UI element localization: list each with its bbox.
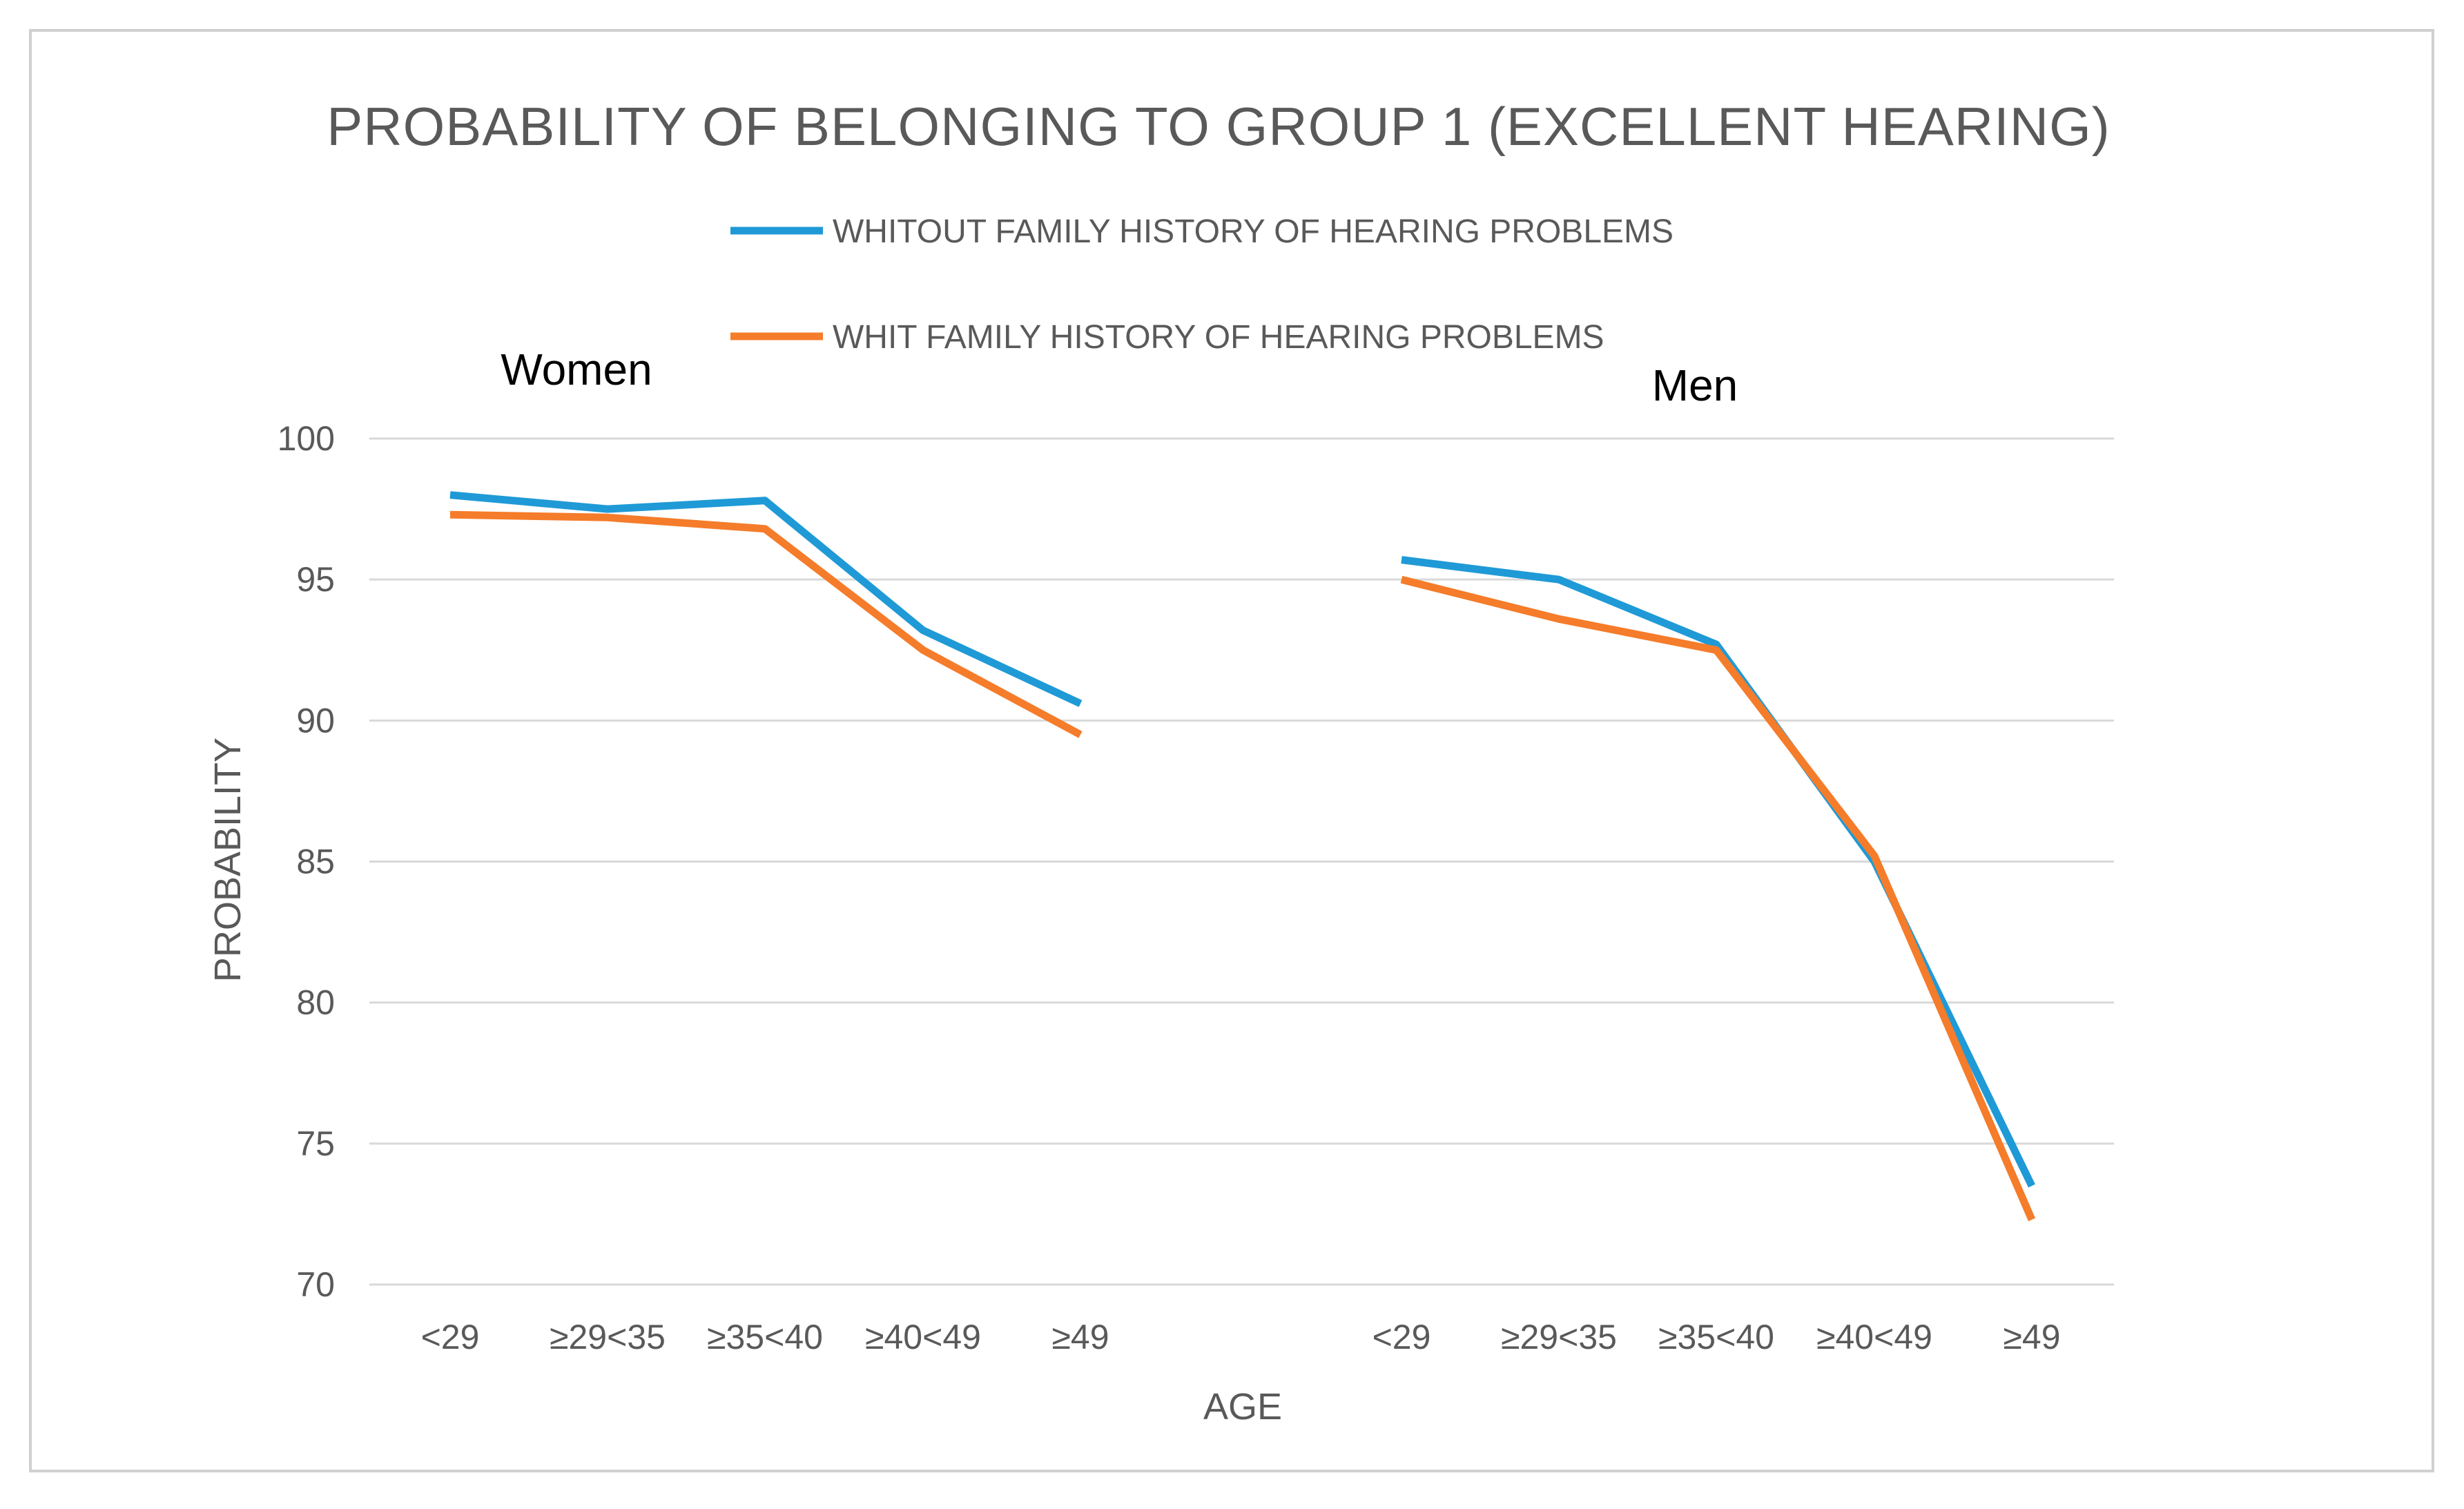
series-line-women-without-history: [449, 491, 1083, 707]
x-tick-label: ≥40<49: [1816, 1318, 1932, 1356]
x-tick-label: ≥49: [1051, 1318, 1109, 1356]
x-axis-ticks: <29 ≥29<35 ≥35<40 ≥40<49 ≥49 <29 ≥29<35 ≥35<40 ≥…: [421, 1318, 2061, 1356]
x-tick-label: <29: [421, 1318, 480, 1356]
chart-frame: [29, 29, 2434, 1472]
y-axis-ticks: 100 95 90 85 80 75 70: [278, 419, 335, 1304]
y-tick-label: 95: [296, 560, 335, 599]
y-tick-label: 70: [296, 1265, 335, 1304]
x-axis-title: AGE: [1203, 1386, 1282, 1428]
x-tick-label: ≥35<40: [707, 1318, 823, 1356]
y-tick-label: 90: [296, 701, 335, 740]
y-tick-label: 75: [296, 1124, 335, 1163]
x-tick-label: ≥29<35: [550, 1318, 666, 1356]
gridlines: [369, 437, 2114, 1286]
y-tick-label: 100: [278, 419, 335, 458]
series-line-women-with-history: [449, 510, 1083, 738]
panel-label-women: Women: [501, 345, 652, 394]
y-tick-label: 85: [296, 843, 335, 881]
y-axis-title: PROBABILITY: [207, 738, 249, 982]
legend-label-without: WHITOUT FAMILY HISTORY OF HEARING PROBLE…: [833, 213, 1674, 250]
chart-title: PROBABILITY OF BELONGING TO GROUP 1 (EXC…: [327, 96, 2110, 157]
y-tick-label: 80: [296, 983, 335, 1022]
x-tick-label: <29: [1372, 1318, 1431, 1356]
x-tick-label: ≥40<49: [865, 1318, 981, 1356]
legend-label-with: WHIT FAMILY HISTORY OF HEARING PROBLEMS: [833, 319, 1604, 356]
series-line-men-with-history: [1400, 575, 2036, 1222]
x-tick-label: ≥29<35: [1501, 1318, 1617, 1356]
x-tick-label: ≥35<40: [1658, 1318, 1774, 1356]
x-tick-label: ≥49: [2003, 1318, 2060, 1356]
legend: WHITOUT FAMILY HISTORY OF HEARING PROBLE…: [730, 213, 1674, 356]
series-lines: [449, 491, 2036, 1222]
panel-label-men: Men: [1652, 361, 1738, 410]
